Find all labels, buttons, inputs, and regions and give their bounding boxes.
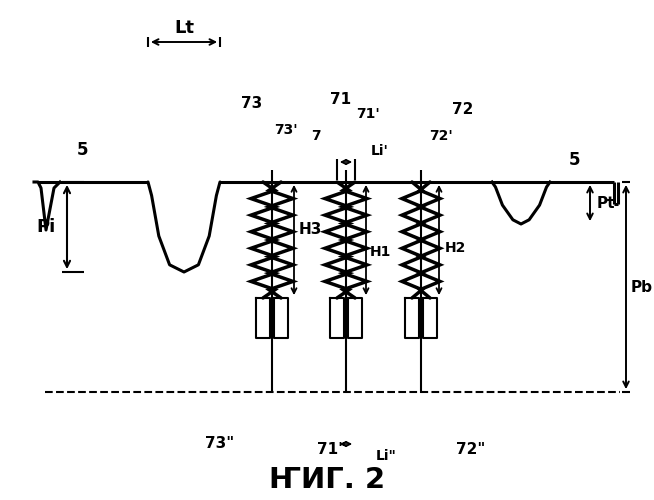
Text: 5: 5 (568, 151, 579, 169)
Text: Lt: Lt (174, 19, 194, 37)
Text: Pb: Pb (631, 280, 653, 294)
Text: 73: 73 (241, 96, 263, 112)
Text: Pt: Pt (596, 196, 615, 210)
Text: Li': Li' (371, 144, 389, 158)
Text: H3: H3 (298, 222, 322, 238)
Text: 73': 73' (274, 123, 298, 137)
Text: 73": 73" (205, 436, 235, 452)
Text: ҤИГ. 2: ҤИГ. 2 (269, 466, 385, 494)
Text: 71": 71" (317, 442, 347, 458)
Text: 5: 5 (77, 141, 88, 159)
Text: H2: H2 (444, 241, 466, 255)
Text: 72': 72' (429, 129, 453, 143)
Text: 71: 71 (330, 92, 352, 108)
Text: 71': 71' (356, 107, 380, 121)
Text: 7: 7 (311, 129, 321, 143)
Text: 72: 72 (453, 102, 473, 118)
Text: Li": Li" (375, 449, 396, 463)
Text: Pi: Pi (37, 218, 56, 236)
Text: 72": 72" (456, 442, 486, 458)
Text: H1: H1 (370, 245, 390, 259)
